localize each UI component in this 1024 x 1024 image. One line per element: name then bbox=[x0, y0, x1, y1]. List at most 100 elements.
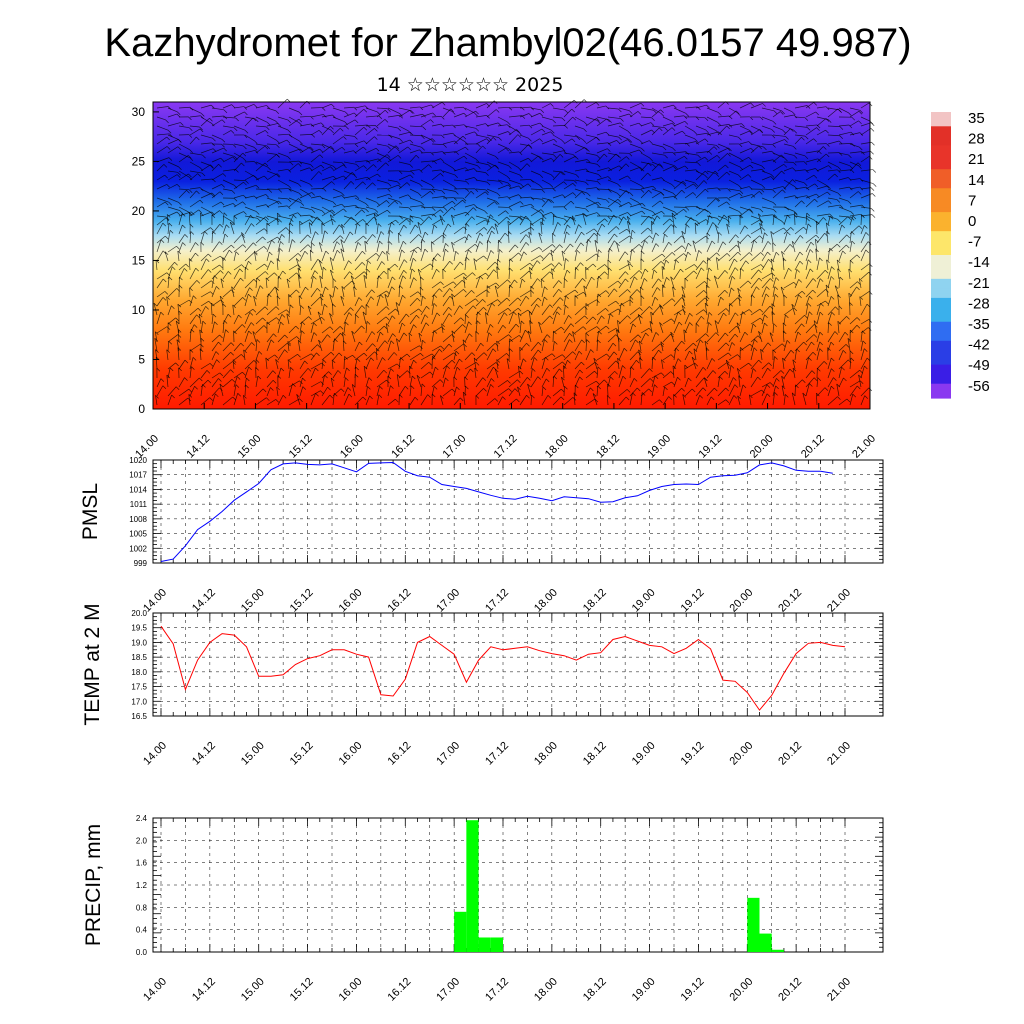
wind-barb-flag bbox=[581, 361, 585, 366]
wind-barb-flag bbox=[420, 201, 425, 206]
wind-barb-flag bbox=[242, 157, 247, 162]
wind-barb-flag bbox=[865, 249, 869, 254]
wind-barb-flag bbox=[563, 206, 567, 211]
wind-barb bbox=[409, 277, 414, 289]
wind-barb-flag bbox=[528, 311, 533, 315]
wind-barb-flag bbox=[219, 224, 224, 228]
wind-barb bbox=[770, 267, 774, 280]
wind-barb bbox=[758, 213, 763, 226]
wind-barb bbox=[241, 232, 246, 244]
wind-barb-flag bbox=[362, 181, 366, 186]
wind-barb-flag bbox=[747, 174, 752, 178]
wind-barb-flag bbox=[765, 293, 770, 298]
wind-barb-flag bbox=[809, 249, 814, 253]
wind-barb-flag bbox=[372, 182, 376, 187]
wind-barb bbox=[783, 143, 794, 147]
wind-barb bbox=[167, 197, 179, 203]
wind-barb-flag bbox=[417, 269, 422, 273]
wind-barb bbox=[321, 352, 332, 361]
wind-barb-flag bbox=[624, 251, 629, 255]
wind-barb-flag bbox=[669, 218, 674, 223]
wind-barb bbox=[508, 115, 522, 118]
wind-barb-flag bbox=[770, 267, 775, 271]
wind-barb-flag bbox=[299, 140, 303, 145]
wind-barb-flag bbox=[831, 266, 835, 270]
wind-barb-flag bbox=[330, 214, 334, 218]
wind-barb-flag bbox=[528, 113, 533, 117]
wind-barb bbox=[409, 298, 418, 307]
x-tick-label: 15.12 bbox=[288, 587, 316, 615]
wind-barb bbox=[706, 170, 716, 181]
wind-barb bbox=[662, 318, 672, 325]
wind-barb-flag bbox=[383, 325, 388, 330]
wind-barb bbox=[486, 261, 496, 271]
wind-barb bbox=[728, 303, 731, 316]
wind-barb bbox=[673, 130, 683, 136]
wind-barb-flag bbox=[801, 291, 806, 295]
wind-barb-flag bbox=[791, 111, 796, 116]
wind-barb-flag bbox=[681, 286, 685, 290]
wind-barb-flag bbox=[305, 286, 309, 291]
wind-barb-flag bbox=[475, 298, 479, 303]
wind-barb bbox=[398, 146, 409, 154]
wind-barb bbox=[640, 107, 654, 111]
wind-barb-flag bbox=[766, 286, 770, 290]
wind-barb bbox=[189, 357, 194, 370]
wind-barb-flag bbox=[348, 312, 353, 316]
wind-barb-flag bbox=[227, 313, 232, 318]
colorbar-segment bbox=[931, 312, 951, 318]
wind-barb-flag bbox=[327, 334, 331, 338]
wind-barb bbox=[486, 122, 499, 127]
wind-barb bbox=[805, 111, 816, 118]
wind-barb bbox=[816, 341, 821, 352]
colorbar-segment bbox=[931, 197, 951, 204]
wind-barb bbox=[200, 118, 210, 127]
wind-barb bbox=[244, 251, 255, 262]
wind-barb-flag bbox=[390, 340, 395, 345]
wind-barb-flag bbox=[297, 267, 302, 272]
wind-barb-flag bbox=[608, 267, 612, 272]
wind-barb-flag bbox=[825, 106, 830, 110]
wind-barb bbox=[340, 296, 345, 307]
wind-barb-flag bbox=[858, 120, 862, 125]
wind-barb-flag bbox=[617, 357, 621, 362]
wind-barb-flag bbox=[212, 230, 216, 235]
wind-barb-flag bbox=[315, 231, 319, 235]
wind-barb-flag bbox=[590, 349, 594, 353]
wind-barb bbox=[508, 125, 519, 133]
wind-barb bbox=[508, 311, 514, 325]
wind-barb-flag bbox=[573, 180, 578, 184]
wind-barb-flag bbox=[252, 117, 257, 122]
wind-barb-flag bbox=[448, 313, 453, 317]
wind-barb bbox=[365, 289, 372, 298]
wind-barb-flag bbox=[801, 136, 805, 141]
wind-barb bbox=[442, 108, 451, 118]
wind-barb-flag bbox=[859, 110, 864, 114]
wind-barb-flag bbox=[421, 147, 425, 151]
wind-barb bbox=[673, 253, 684, 262]
wind-barb-flag bbox=[734, 258, 738, 263]
wind-barb-flag bbox=[267, 122, 271, 126]
wind-barb bbox=[156, 125, 169, 131]
wind-barb bbox=[805, 289, 813, 298]
wind-barb-flag bbox=[685, 207, 690, 211]
wind-barb bbox=[783, 125, 794, 131]
wind-barb bbox=[673, 142, 687, 145]
wind-barb-flag bbox=[530, 106, 534, 111]
wind-barb-flag bbox=[322, 359, 327, 363]
wind-barb-flag bbox=[160, 239, 165, 244]
wind-barb-flag bbox=[253, 242, 257, 246]
wind-barb bbox=[310, 206, 322, 212]
wind-barb bbox=[253, 250, 257, 262]
wind-barb-flag bbox=[725, 308, 730, 312]
wind-barb-flag bbox=[687, 251, 691, 256]
wind-barb bbox=[486, 188, 498, 194]
wind-barb-flag bbox=[737, 112, 741, 116]
wind-barb bbox=[574, 159, 588, 163]
wind-barb-flag bbox=[472, 305, 477, 309]
wind-barb-flag bbox=[628, 153, 633, 157]
wind-barb-flag bbox=[682, 180, 687, 185]
wind-barb-flag bbox=[242, 152, 247, 157]
wind-barb bbox=[376, 241, 380, 253]
wind-barb bbox=[552, 134, 562, 141]
